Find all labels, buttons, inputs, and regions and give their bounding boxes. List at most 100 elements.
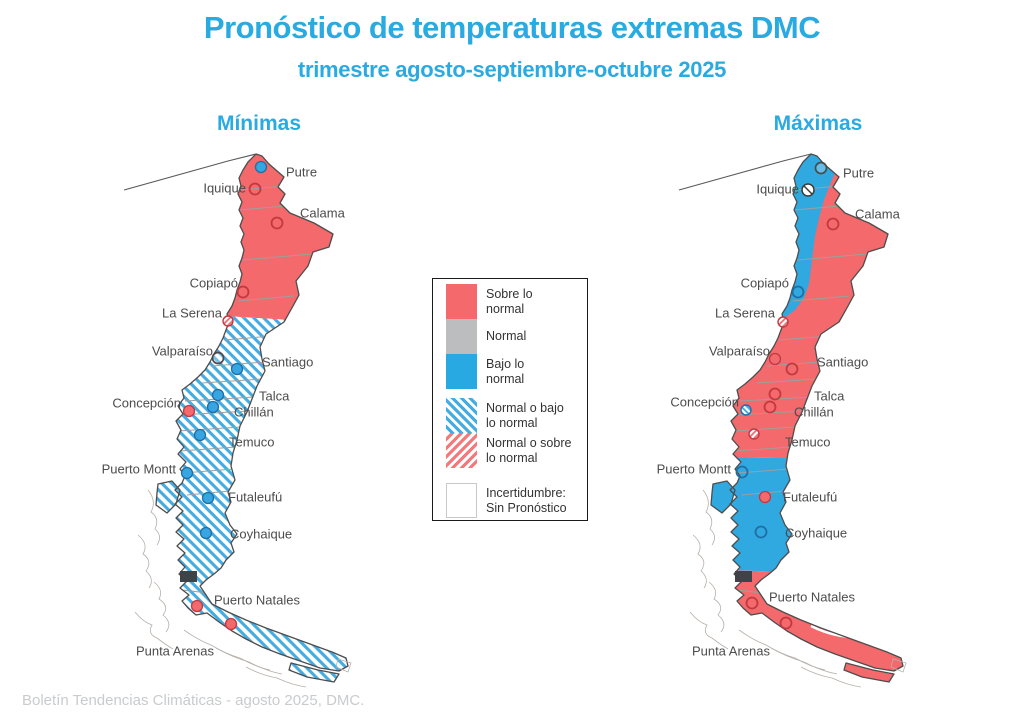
region-border-line [732, 426, 797, 432]
archipelago-outline [890, 658, 907, 673]
legend-swatch-hatch-blue [446, 398, 477, 433]
legend-item: Normal o sobre lo normal [446, 433, 587, 468]
region-border-line [238, 205, 286, 211]
international-border-line [123, 153, 257, 191]
station-label: La Serena [715, 305, 775, 321]
region-border-line [793, 205, 841, 211]
archipelago-outline [692, 534, 707, 589]
station-marker-bajo [206, 400, 220, 414]
archipelago-outline [702, 489, 715, 546]
station-label: Talca [814, 388, 845, 404]
station-label: La Serena [162, 305, 222, 321]
ice-field-marker [180, 571, 197, 582]
station-label: Coyhaique [785, 525, 848, 541]
map-maximas: Putre Iquique Calama Copiapó La Serena Valpar… [643, 140, 913, 688]
station-marker-bajo [254, 160, 268, 174]
chile-outline [288, 662, 340, 683]
station-label: Puerto Natales [214, 592, 300, 608]
station-label: Coyhaique [230, 526, 293, 542]
map-title-minimas: Mínimas [216, 112, 302, 135]
station-label: Calama [855, 206, 900, 222]
map-minimas: Putre Iquique Calama Copiapó La Serena Valpar… [88, 140, 358, 688]
page-title: Pronóstico de temperaturas extremas DMC [203, 10, 821, 45]
chile-outline [155, 480, 181, 514]
station-marker-bajo [230, 362, 244, 376]
legend-item: Incertidumbre: Sin Pronóstico [446, 483, 587, 518]
station-marker-sobre-outline [236, 285, 250, 299]
archipelago-outline [770, 647, 838, 675]
source-note: Boletín Tendencias Climáticas - agosto 2… [22, 692, 365, 709]
legend-label: Normal o bajo lo normal [486, 400, 564, 430]
archipelago-outline [147, 489, 160, 546]
station-label: Temuco [229, 434, 275, 450]
station-marker-sobre-outline [763, 400, 777, 414]
station-label: Temuco [785, 434, 831, 450]
station-marker-bajo [180, 466, 194, 480]
station-marker-sobre [182, 404, 196, 418]
legend-swatch-red [446, 284, 477, 319]
legend-swatch-blue [446, 354, 477, 389]
station-marker-sobre-outline [248, 182, 262, 196]
legend-swatch-gray [446, 319, 477, 354]
archipelago-outline [689, 611, 729, 650]
station-marker-sobre-outline [745, 596, 759, 610]
chile-outline [843, 662, 895, 683]
station-marker-normal-o-sobre [222, 315, 234, 327]
legend: Sobre lo normal Normal Bajo lo normal Norma… [432, 278, 588, 521]
legend-swatch-hatch-red [446, 433, 477, 468]
station-label: Santiago [262, 354, 314, 370]
station-marker-bajo [211, 388, 225, 402]
station-marker-sobre-outline [785, 362, 799, 376]
station-label: Putre [286, 164, 318, 180]
legend-label: Incertidumbre: Sin Pronóstico [486, 485, 567, 515]
station-label: Punta Arenas [691, 643, 770, 659]
station-marker-bajo-outline [735, 465, 749, 479]
station-label: Valparaíso [708, 343, 770, 359]
archipelago-outline [137, 534, 152, 589]
station-label: Punta Arenas [135, 643, 214, 659]
region-border-line [792, 295, 850, 302]
region-border-line [241, 253, 313, 261]
station-marker-normal-o-sobre [777, 316, 789, 328]
region-border-line [796, 253, 868, 261]
station-label: Puerto Montt [656, 461, 731, 477]
station-marker-sobre-outline [270, 216, 284, 230]
legend-label: Bajo lo normal [486, 356, 525, 386]
region-border-line [179, 446, 237, 452]
station-marker-sobre [190, 599, 204, 613]
legend-label: Sobre lo normal [486, 286, 533, 316]
chile-map-maximas [678, 153, 907, 688]
region-border-line [177, 426, 242, 432]
station-label: Santiago [817, 354, 869, 370]
station-marker-sobre [224, 617, 238, 631]
archipelago-outline [134, 611, 174, 650]
station-marker-bajo [199, 526, 213, 540]
station-label: Futaleufú [228, 489, 283, 505]
map-title-maximas: Máximas [773, 112, 863, 135]
archipelago-outline [800, 666, 862, 688]
legend-item: Sobre lo normal [446, 284, 587, 319]
station-marker-bajo-outline [754, 525, 768, 539]
station-label: Futaleufú [783, 489, 838, 505]
region-border-line [737, 468, 790, 474]
station-marker-sobre [758, 490, 772, 504]
station-label: Iquique [756, 181, 799, 197]
legend-label: Normal o sobre lo normal [486, 435, 572, 465]
station-label: Iquique [203, 180, 246, 196]
archipelago-outline [245, 666, 307, 688]
station-marker-sin-pronostico [801, 183, 815, 197]
archipelago-outline [335, 658, 352, 673]
legend-item: Normal [446, 319, 587, 354]
station-marker-sobre [768, 352, 782, 366]
region-border-line [734, 446, 792, 452]
ice-field-marker [735, 571, 752, 582]
region-border-line [756, 378, 818, 384]
archipelago-outline [708, 581, 725, 633]
station-marker-bajo [193, 428, 207, 442]
international-border-line [678, 153, 812, 191]
station-marker-outline [211, 351, 225, 365]
station-marker-bajo [201, 491, 215, 505]
station-label: Talca [259, 388, 290, 404]
legend-item: Normal o bajo lo normal [446, 398, 587, 433]
region-border-line [237, 295, 295, 302]
